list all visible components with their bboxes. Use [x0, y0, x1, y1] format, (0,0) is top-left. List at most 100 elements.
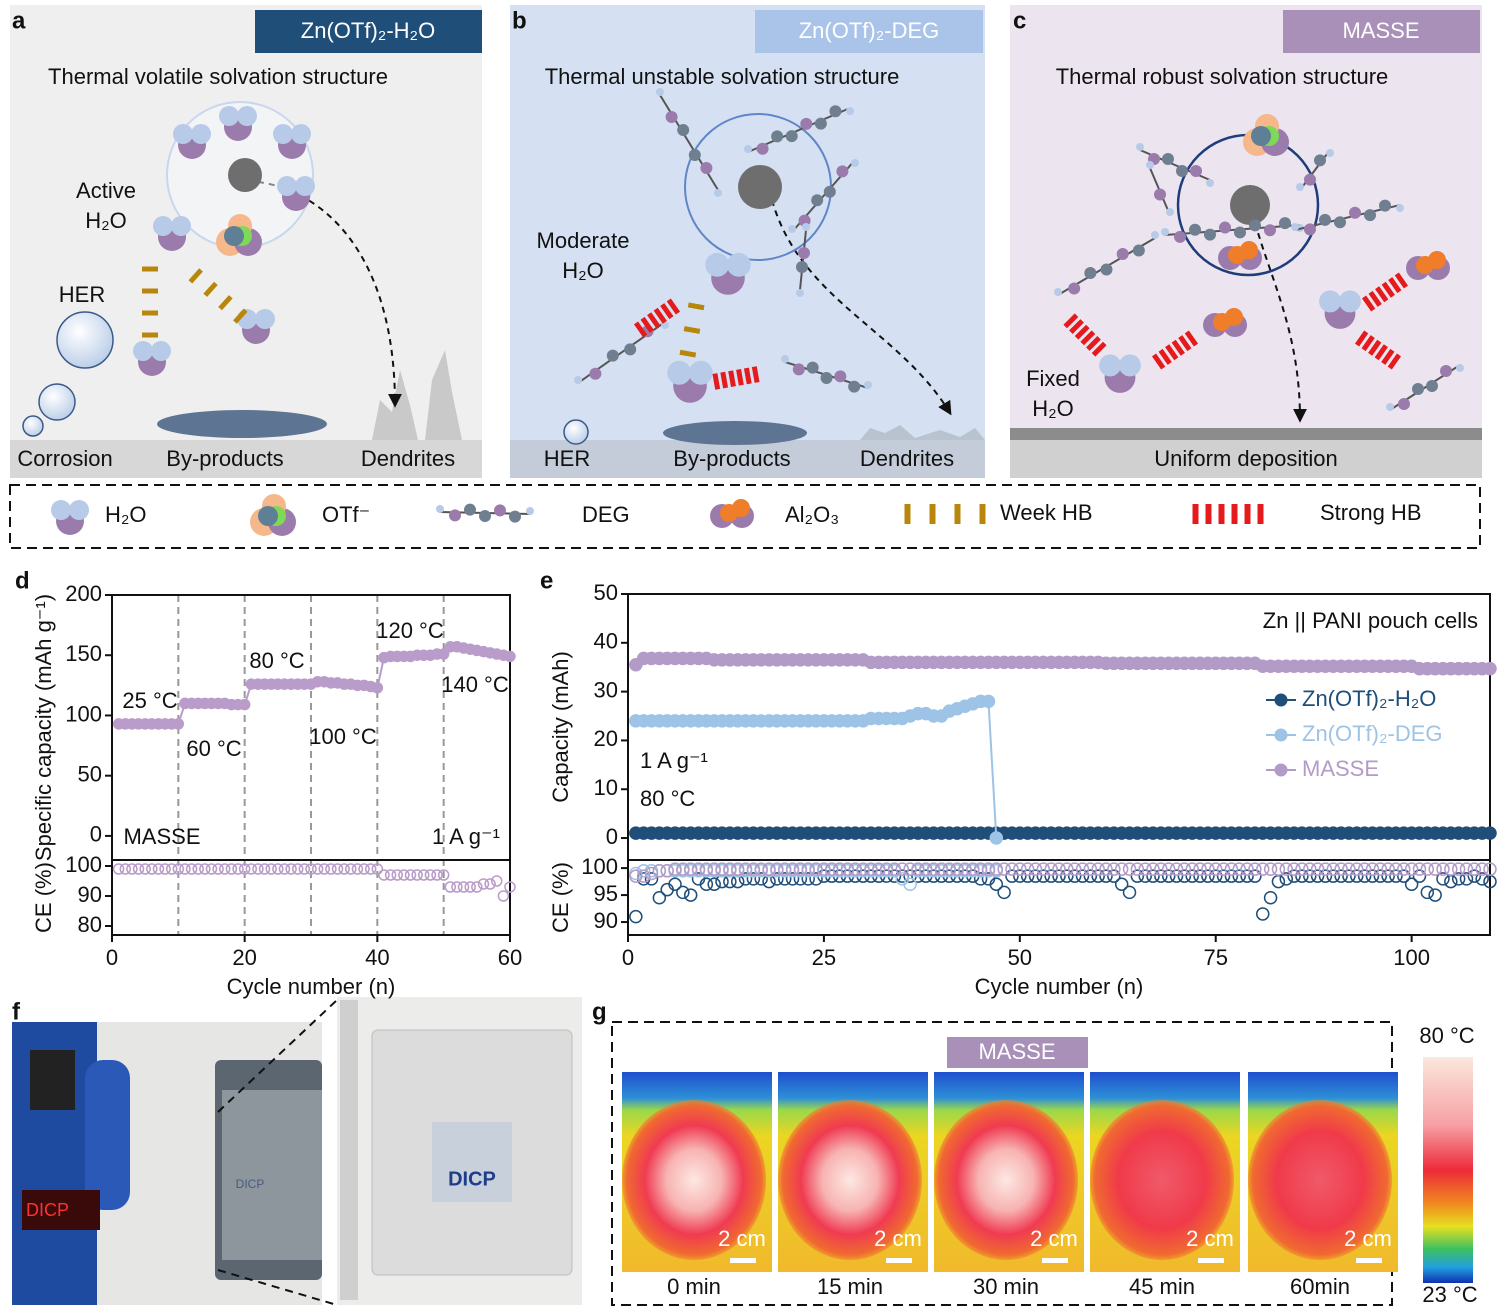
hydrogen: [291, 124, 311, 144]
ce-point: [132, 863, 145, 875]
ce-point: [1318, 862, 1333, 876]
ce-point: [471, 881, 483, 893]
ce-point: [1428, 862, 1442, 876]
hydrogen: [273, 124, 293, 144]
x-tick-label: 25: [812, 945, 836, 970]
ce-point: [738, 862, 753, 876]
ce-point: [1208, 862, 1223, 876]
annotation: 1 A g⁻¹: [432, 824, 500, 849]
ce-point: [746, 872, 761, 886]
annotation: 1 A g⁻¹: [640, 748, 708, 773]
ce-point: [1404, 877, 1419, 892]
scale-label: 2 cm: [874, 1226, 922, 1251]
data-point: [504, 650, 516, 663]
scale-bar: [886, 1258, 912, 1263]
ce-point: [1005, 869, 1019, 883]
ce-point: [1201, 862, 1215, 876]
ce-point: [1357, 869, 1372, 883]
label: Corrosion: [17, 446, 112, 471]
chain-atom: [1296, 183, 1304, 191]
ce-point: [746, 862, 761, 876]
chain-atom: [771, 130, 784, 143]
chain-atom: [802, 223, 810, 231]
x-tick-label: 0: [622, 945, 634, 970]
ce-point: [444, 881, 457, 893]
dendrites: [372, 350, 462, 440]
data-point: [1483, 826, 1497, 840]
y-tick-label: 95: [594, 881, 618, 906]
y-tick-label: 20: [594, 726, 618, 751]
label: By-products: [166, 446, 283, 471]
ce-point: [832, 862, 847, 876]
otf-part: [258, 506, 278, 526]
ce-point: [1373, 869, 1388, 883]
ce-point: [770, 872, 784, 886]
photo-text: DICP: [26, 1200, 69, 1220]
plot-frame: [627, 859, 1491, 936]
h-bond: [1158, 348, 1172, 365]
al2o3-part: [1428, 251, 1446, 269]
ce-point: [291, 863, 304, 875]
x-tick-label: 20: [232, 945, 256, 970]
chain-atom: [700, 162, 713, 174]
data-point: [981, 694, 996, 709]
y-axis-label: CE (%): [548, 862, 573, 933]
y-tick-label: 80: [78, 912, 102, 937]
chain-atom: [781, 355, 789, 363]
otf-part: [1251, 126, 1271, 146]
ce-point: [1350, 869, 1364, 883]
ce-point: [997, 862, 1011, 876]
ce-point: [1177, 862, 1192, 876]
chain-atom: [756, 142, 769, 155]
legend-marker: [1274, 728, 1288, 742]
ce-point: [676, 885, 690, 900]
ce-point: [384, 869, 397, 881]
chain-atom: [1304, 173, 1316, 186]
chain-atom: [589, 367, 602, 380]
h-bond: [743, 367, 752, 385]
chain-atom: [1314, 154, 1326, 167]
ce-point: [1130, 862, 1145, 876]
legend-text: H₂O: [105, 502, 147, 527]
ce-point: [1044, 862, 1058, 876]
bubble: [22, 415, 44, 437]
hydrogen: [51, 500, 71, 520]
ce-point: [1107, 869, 1121, 883]
y-tick-label: 0: [90, 822, 102, 847]
chain-atom: [1151, 231, 1159, 239]
ce-point: [1412, 862, 1427, 876]
chain-atom: [848, 380, 861, 393]
ce-point: [754, 872, 768, 886]
ce-point: [1436, 872, 1450, 886]
hydrogen: [237, 106, 257, 126]
ce-point: [278, 863, 291, 875]
panel-title: Thermal robust solvation structure: [1056, 64, 1389, 89]
ce-point: [192, 863, 204, 875]
chain-atom: [1349, 206, 1361, 219]
ce-point: [504, 881, 516, 893]
h-bond: [712, 373, 721, 390]
ce-point: [152, 863, 165, 875]
y-tick-label: 50: [594, 580, 618, 605]
chain-atom: [1249, 219, 1261, 232]
ce-point: [856, 862, 870, 876]
ce-point: [311, 863, 324, 875]
h-bond: [1361, 335, 1375, 352]
ce-point: [629, 909, 643, 924]
zn-ion: [1230, 185, 1270, 225]
ce-point: [1420, 885, 1435, 900]
ce-point: [1318, 869, 1333, 883]
time-label: 45 min: [1129, 1274, 1195, 1299]
ce-point: [1295, 869, 1309, 883]
ce-point: [1287, 869, 1301, 883]
chain-bond: [799, 229, 807, 291]
data-point: [172, 718, 185, 730]
ce-point: [707, 862, 721, 876]
photo-text: DICP: [236, 1177, 265, 1191]
ce-point: [1420, 862, 1435, 876]
ce-point: [1397, 862, 1411, 876]
hydrogen: [1099, 354, 1122, 377]
chain-atom: [1426, 380, 1438, 392]
zn-ion: [228, 158, 262, 192]
h-bond: [640, 316, 654, 333]
